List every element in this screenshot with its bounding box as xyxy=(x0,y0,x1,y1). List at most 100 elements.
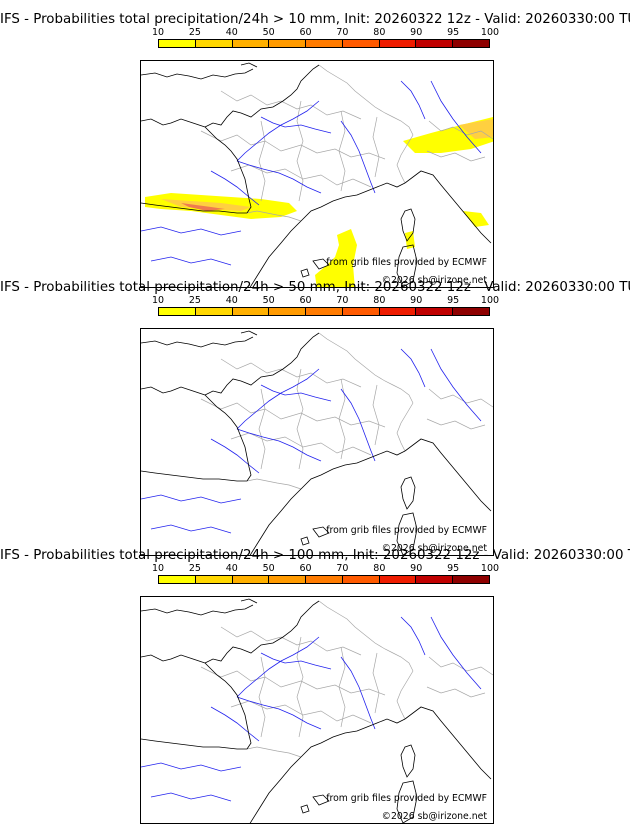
legend-color-box xyxy=(416,40,454,47)
coastline xyxy=(312,526,330,538)
legend-tick-label: 60 xyxy=(299,563,312,574)
river xyxy=(430,616,482,690)
legend-tick-label: 50 xyxy=(262,563,275,574)
legend-tick-label: 70 xyxy=(336,295,349,306)
admin-border xyxy=(372,116,380,178)
legend-tick-label: 25 xyxy=(188,295,201,306)
coastline xyxy=(249,220,302,287)
river xyxy=(141,494,242,504)
river xyxy=(340,388,376,462)
coastline xyxy=(141,470,247,482)
precip-area-pyrenees-peak xyxy=(181,203,225,211)
map-svg xyxy=(141,330,493,555)
coastline xyxy=(141,68,254,80)
legend-tick-label: 50 xyxy=(262,295,275,306)
coastline xyxy=(141,336,254,348)
coastline xyxy=(240,598,258,604)
legend-color-box xyxy=(416,308,454,315)
river xyxy=(260,652,332,670)
river xyxy=(236,160,322,194)
legend-color-box xyxy=(232,308,270,315)
legend-tick-label: 80 xyxy=(373,295,386,306)
admin-border xyxy=(246,210,302,222)
admin-border xyxy=(428,656,493,676)
river xyxy=(210,170,260,206)
precip-area-mediterranean xyxy=(315,229,357,287)
admin-border xyxy=(396,402,414,452)
coastline xyxy=(404,438,492,512)
legend-tick-label: 95 xyxy=(447,563,460,574)
legend-tick-label: 100 xyxy=(480,27,500,38)
legend-tick-label: 40 xyxy=(225,27,238,38)
precip-area-pyrenees-core xyxy=(161,199,251,211)
legend-color-box xyxy=(159,308,196,315)
admin-border xyxy=(258,388,266,470)
admin-border xyxy=(258,656,266,738)
color-legend: 10 25 40 50 60 70 80 90 95 100 xyxy=(152,27,499,52)
river xyxy=(150,256,232,266)
panel-title: IFS - Probabilities total precipitation/… xyxy=(0,12,630,27)
legend-tick-label: 70 xyxy=(336,563,349,574)
coastline xyxy=(396,244,418,287)
legend-bar xyxy=(158,39,490,48)
admin-border xyxy=(318,600,414,672)
river xyxy=(210,706,260,742)
admin-border xyxy=(230,700,372,724)
data-source-credit: from grib files provided by ECMWF xyxy=(326,257,487,268)
panel-10mm: IFS - Probabilities total precipitation/… xyxy=(0,12,630,288)
panel-50mm: IFS - Probabilities total precipitation/… xyxy=(0,280,630,556)
coastline xyxy=(141,386,206,396)
river xyxy=(141,226,242,236)
admin-border xyxy=(372,652,380,714)
coastline xyxy=(312,258,330,270)
france-map[interactable]: from grib files provided by ECMWF ©2026 … xyxy=(140,60,494,288)
coastline xyxy=(249,756,302,823)
legend-color-box xyxy=(195,308,233,315)
france-map[interactable]: from grib files provided by ECMWF ©2026 … xyxy=(140,596,494,824)
river xyxy=(236,636,320,698)
coastline xyxy=(204,600,320,664)
legend-color-box xyxy=(195,40,233,47)
legend-tick-label: 40 xyxy=(225,295,238,306)
legend-ticks: 10 25 40 50 60 70 80 90 95 100 xyxy=(152,27,499,39)
legend-color-box xyxy=(306,576,343,583)
legend-tick-label: 100 xyxy=(480,295,500,306)
coastline xyxy=(204,64,320,128)
legend-tick-label: 10 xyxy=(151,563,165,574)
coastline xyxy=(396,512,418,555)
coastline xyxy=(300,182,406,222)
legend-color-box xyxy=(416,576,454,583)
legend-color-box xyxy=(269,576,307,583)
admin-border xyxy=(426,150,486,162)
legend-tick-label: 25 xyxy=(188,563,201,574)
coastline xyxy=(249,488,302,555)
coastline xyxy=(141,604,254,616)
river xyxy=(236,696,322,730)
coastline xyxy=(240,330,258,336)
admin-border xyxy=(318,332,414,404)
france-map[interactable]: from grib files provided by ECMWF ©2026 … xyxy=(140,328,494,556)
legend-color-box xyxy=(379,576,417,583)
coastline xyxy=(400,208,416,242)
coastline xyxy=(141,202,247,214)
copyright-credit: ©2026 sb@irizone.net xyxy=(381,543,487,554)
legend-color-box xyxy=(195,576,233,583)
coastline xyxy=(204,662,252,750)
legend-tick-label: 10 xyxy=(151,27,165,38)
river xyxy=(400,348,426,388)
legend-tick-label: 90 xyxy=(410,295,423,306)
panel-title: IFS - Probabilities total precipitation/… xyxy=(0,548,630,563)
admin-border xyxy=(372,384,380,446)
legend-color-box xyxy=(379,40,417,47)
legend-color-box xyxy=(342,308,380,315)
legend-color-box xyxy=(232,40,270,47)
data-source-credit: from grib files provided by ECMWF xyxy=(326,525,487,536)
coastline xyxy=(300,718,406,758)
river xyxy=(260,116,332,134)
coastline xyxy=(141,738,247,750)
legend-color-box xyxy=(342,40,380,47)
river xyxy=(210,438,260,474)
legend-tick-label: 80 xyxy=(373,27,386,38)
admin-border xyxy=(428,388,493,408)
admin-border xyxy=(200,130,386,160)
